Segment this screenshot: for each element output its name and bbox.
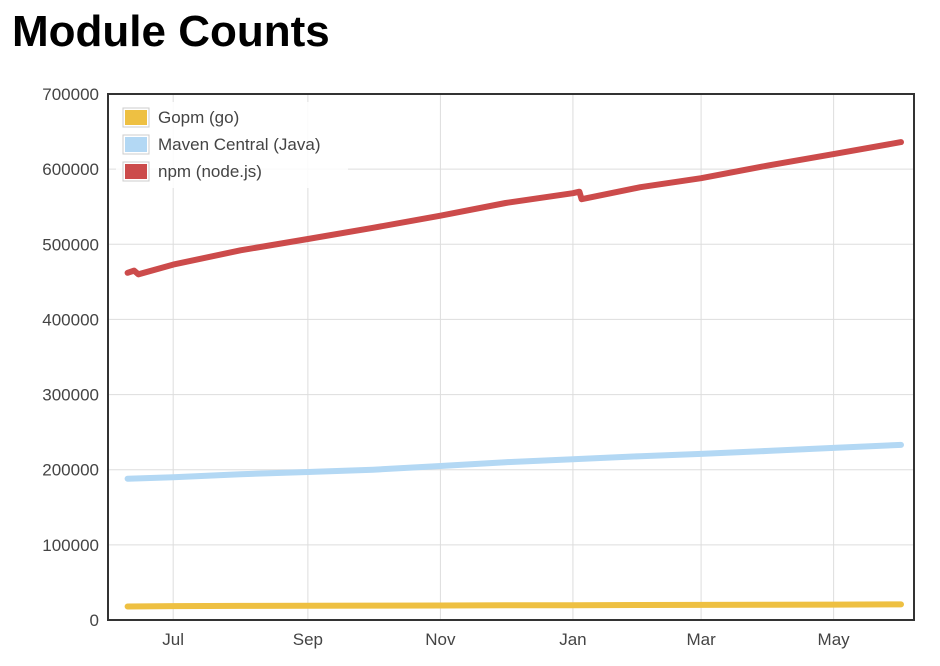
legend-swatch: [125, 110, 147, 125]
x-axis: Jul Sep Nov Jan Mar May: [162, 630, 850, 649]
y-tick-label: 100000: [42, 536, 99, 555]
x-tick-label: May: [818, 630, 851, 649]
x-tick-label: Nov: [425, 630, 456, 649]
chart-legend: Gopm (go) Maven Central (Java) npm (node.j…: [116, 102, 348, 188]
series-line: [124, 601, 904, 610]
y-tick-label: 300000: [42, 386, 99, 405]
chart-series: [124, 139, 904, 610]
x-tick-label: Sep: [293, 630, 323, 649]
legend-label: Maven Central (Java): [158, 135, 321, 154]
legend-swatch: [125, 137, 147, 152]
legend-label: Gopm (go): [158, 108, 239, 127]
y-tick-label: 600000: [42, 160, 99, 179]
x-tick-label: Jan: [559, 630, 586, 649]
y-tick-label: 700000: [42, 85, 99, 104]
series-line: [124, 441, 904, 482]
y-tick-label: 500000: [42, 235, 99, 254]
x-tick-label: Jul: [162, 630, 184, 649]
y-axis: 0 100000 200000 300000 400000 500000 600000 700…: [42, 85, 99, 630]
plot-frame: [107, 93, 915, 621]
legend-swatch: [125, 164, 147, 179]
y-tick-label: 200000: [42, 461, 99, 480]
page-title: Module Counts: [12, 7, 330, 56]
legend-label: npm (node.js): [158, 162, 262, 181]
y-tick-label: 0: [90, 611, 99, 630]
legend-box: [116, 102, 348, 188]
x-tick-label: Mar: [686, 630, 716, 649]
series-line: [124, 139, 904, 278]
y-tick-label: 400000: [42, 310, 99, 329]
